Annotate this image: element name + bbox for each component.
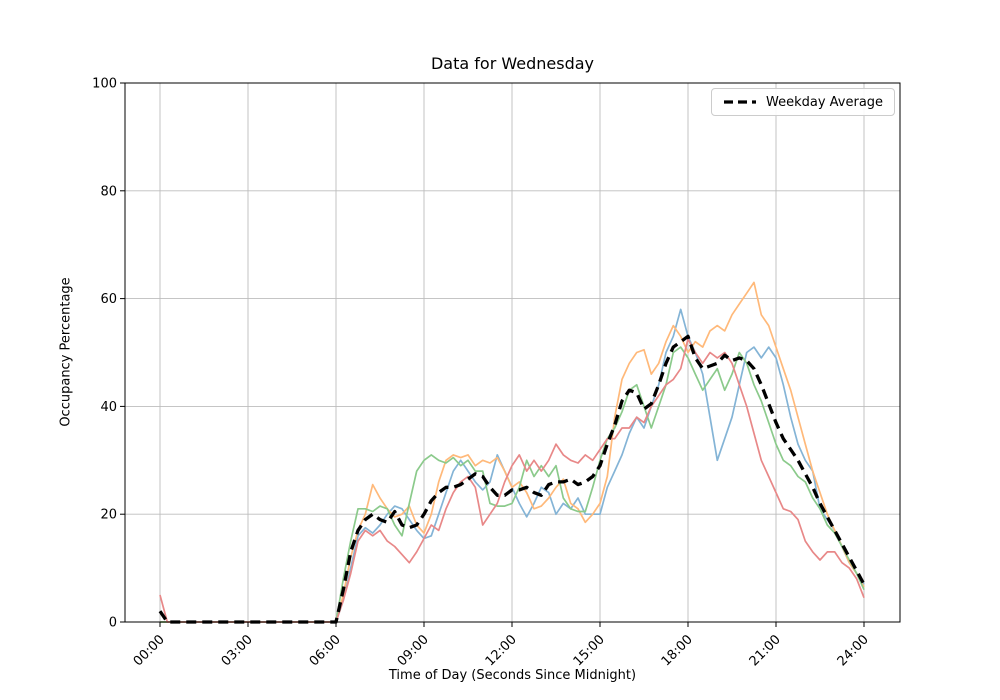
x-tick-label: 21:00 [747, 632, 784, 669]
dashed-line-icon [724, 100, 756, 104]
y-tick-label: 100 [92, 77, 117, 92]
x-tick-label: 15:00 [571, 632, 608, 669]
axes-spines [124, 82, 901, 623]
y-tick-label: 20 [100, 508, 117, 523]
x-tick-label: 24:00 [835, 632, 872, 669]
x-tick-label: 12:00 [483, 632, 520, 669]
chart-title: Data for Wednesday [430, 54, 594, 73]
y-tick-label: 40 [100, 400, 117, 415]
x-tick-label: 03:00 [219, 632, 256, 669]
y-tick-label: 0 [109, 616, 117, 631]
x-tick-label: 00:00 [131, 632, 168, 669]
x-axis-label: Time of Day (Seconds Since Midnight) [388, 668, 637, 683]
legend-label: Weekday Average [766, 94, 884, 110]
y-axis-label: Occupancy Percentage [58, 277, 74, 427]
y-tick-label: 80 [100, 184, 117, 199]
series-line-weekday-average [158, 334, 866, 624]
x-tick-label: 06:00 [307, 632, 344, 669]
y-tick-label: 60 [100, 292, 117, 307]
x-tick-label: 18:00 [659, 632, 696, 669]
legend: Weekday Average [711, 88, 896, 116]
x-tick-label: 09:00 [395, 632, 432, 669]
